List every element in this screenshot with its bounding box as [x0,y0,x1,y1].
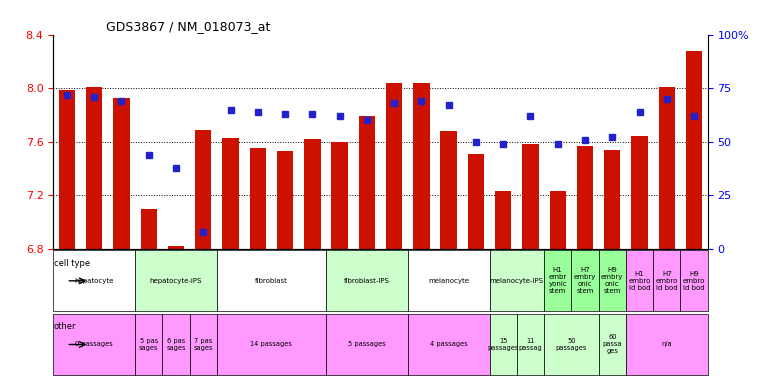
Text: 15
passages: 15 passages [488,338,519,351]
Bar [632,136,648,249]
FancyBboxPatch shape [326,314,408,375]
Text: 60
passa
ges: 60 passa ges [603,334,622,354]
FancyBboxPatch shape [517,314,544,375]
Text: H7
embro
id bod: H7 embro id bod [656,271,678,291]
FancyBboxPatch shape [599,250,626,311]
Text: melanocyte-IPS: melanocyte-IPS [490,278,544,284]
Text: 50
passages: 50 passages [556,338,587,351]
Bar [604,150,620,249]
Bar [686,51,702,249]
Bar [195,130,212,249]
Text: 7 pas
sages: 7 pas sages [193,338,213,351]
Bar [277,151,293,249]
FancyBboxPatch shape [217,314,326,375]
Text: cell type: cell type [54,258,90,268]
Text: melanocyte: melanocyte [428,278,470,284]
Text: 5 passages: 5 passages [348,341,386,348]
Bar [332,142,348,249]
Bar [549,191,566,249]
FancyBboxPatch shape [135,250,217,311]
FancyBboxPatch shape [626,314,708,375]
Bar [659,87,675,249]
Bar [413,83,429,249]
FancyBboxPatch shape [489,314,517,375]
FancyBboxPatch shape [53,314,135,375]
Text: H9
embro
id bod: H9 embro id bod [683,271,705,291]
Bar [86,87,102,249]
Text: hepatocyte-iPS: hepatocyte-iPS [150,278,202,284]
Text: 11
passag: 11 passag [518,338,543,351]
Bar [59,89,75,249]
FancyBboxPatch shape [326,250,408,311]
FancyBboxPatch shape [544,250,572,311]
Text: fibroblast-IPS: fibroblast-IPS [344,278,390,284]
FancyBboxPatch shape [217,250,326,311]
Bar [250,149,266,249]
Bar [495,191,511,249]
Bar [577,146,594,249]
FancyBboxPatch shape [544,314,599,375]
Text: GDS3867 / NM_018073_at: GDS3867 / NM_018073_at [106,20,270,33]
Bar [141,209,157,249]
Bar [468,154,484,249]
Text: 6 pas
sages: 6 pas sages [166,338,186,351]
Text: fibroblast: fibroblast [255,278,288,284]
Bar [358,116,375,249]
Bar [441,131,457,249]
Text: n/a: n/a [661,341,672,348]
FancyBboxPatch shape [408,314,489,375]
Bar [522,144,539,249]
Text: other: other [54,322,76,331]
Bar [304,139,320,249]
Text: H1
embro
id bod: H1 embro id bod [629,271,651,291]
Text: H7
embry
onic
stem: H7 embry onic stem [574,267,596,294]
Text: H1
embr
yonic
stem: H1 embr yonic stem [549,267,567,294]
FancyBboxPatch shape [572,250,599,311]
FancyBboxPatch shape [653,250,680,311]
Bar [167,246,184,249]
FancyBboxPatch shape [135,314,162,375]
FancyBboxPatch shape [53,250,135,311]
Bar [113,98,129,249]
FancyBboxPatch shape [599,314,626,375]
Text: hepatocyte: hepatocyte [75,278,114,284]
FancyBboxPatch shape [408,250,489,311]
Text: 5 pas
sages: 5 pas sages [139,338,158,351]
Text: 0 passages: 0 passages [75,341,113,348]
Text: H9
embry
onic
stem: H9 embry onic stem [601,267,623,294]
Text: 4 passages: 4 passages [430,341,467,348]
FancyBboxPatch shape [189,314,217,375]
Bar [222,138,239,249]
FancyBboxPatch shape [680,250,708,311]
Bar [386,83,403,249]
Text: 14 passages: 14 passages [250,341,292,348]
FancyBboxPatch shape [626,250,653,311]
FancyBboxPatch shape [489,250,544,311]
FancyBboxPatch shape [162,314,189,375]
